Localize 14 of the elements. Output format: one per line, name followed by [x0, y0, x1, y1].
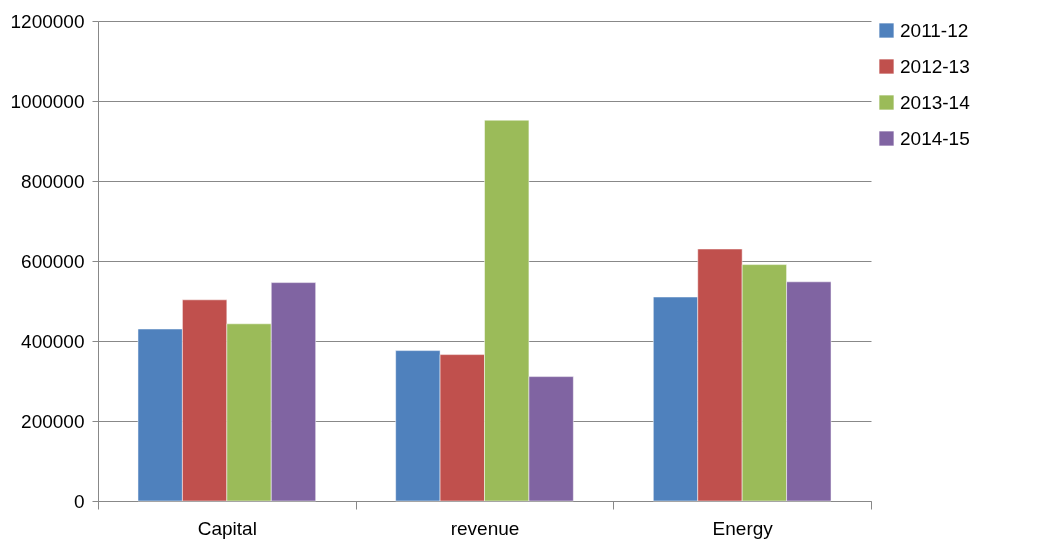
legend-label: 2012-13	[900, 55, 970, 77]
y-tick-label: 1000000	[10, 90, 85, 112]
x-tick-label: revenue	[450, 517, 520, 539]
y-tick-label: 200000	[21, 410, 85, 432]
legend-label: 2011-12	[900, 19, 969, 41]
legend-label: 2014-15	[900, 127, 970, 149]
x-tick-label: Energy	[712, 517, 774, 539]
y-tick-label: 600000	[21, 250, 85, 272]
y-tick-label: 800000	[21, 170, 85, 192]
legend-label: 2013-14	[900, 91, 971, 113]
y-tick-label: 400000	[21, 330, 85, 352]
y-tick-label: 1200000	[10, 10, 85, 32]
x-tick-label: Capital	[197, 517, 257, 539]
y-tick-label: 0	[73, 490, 85, 512]
